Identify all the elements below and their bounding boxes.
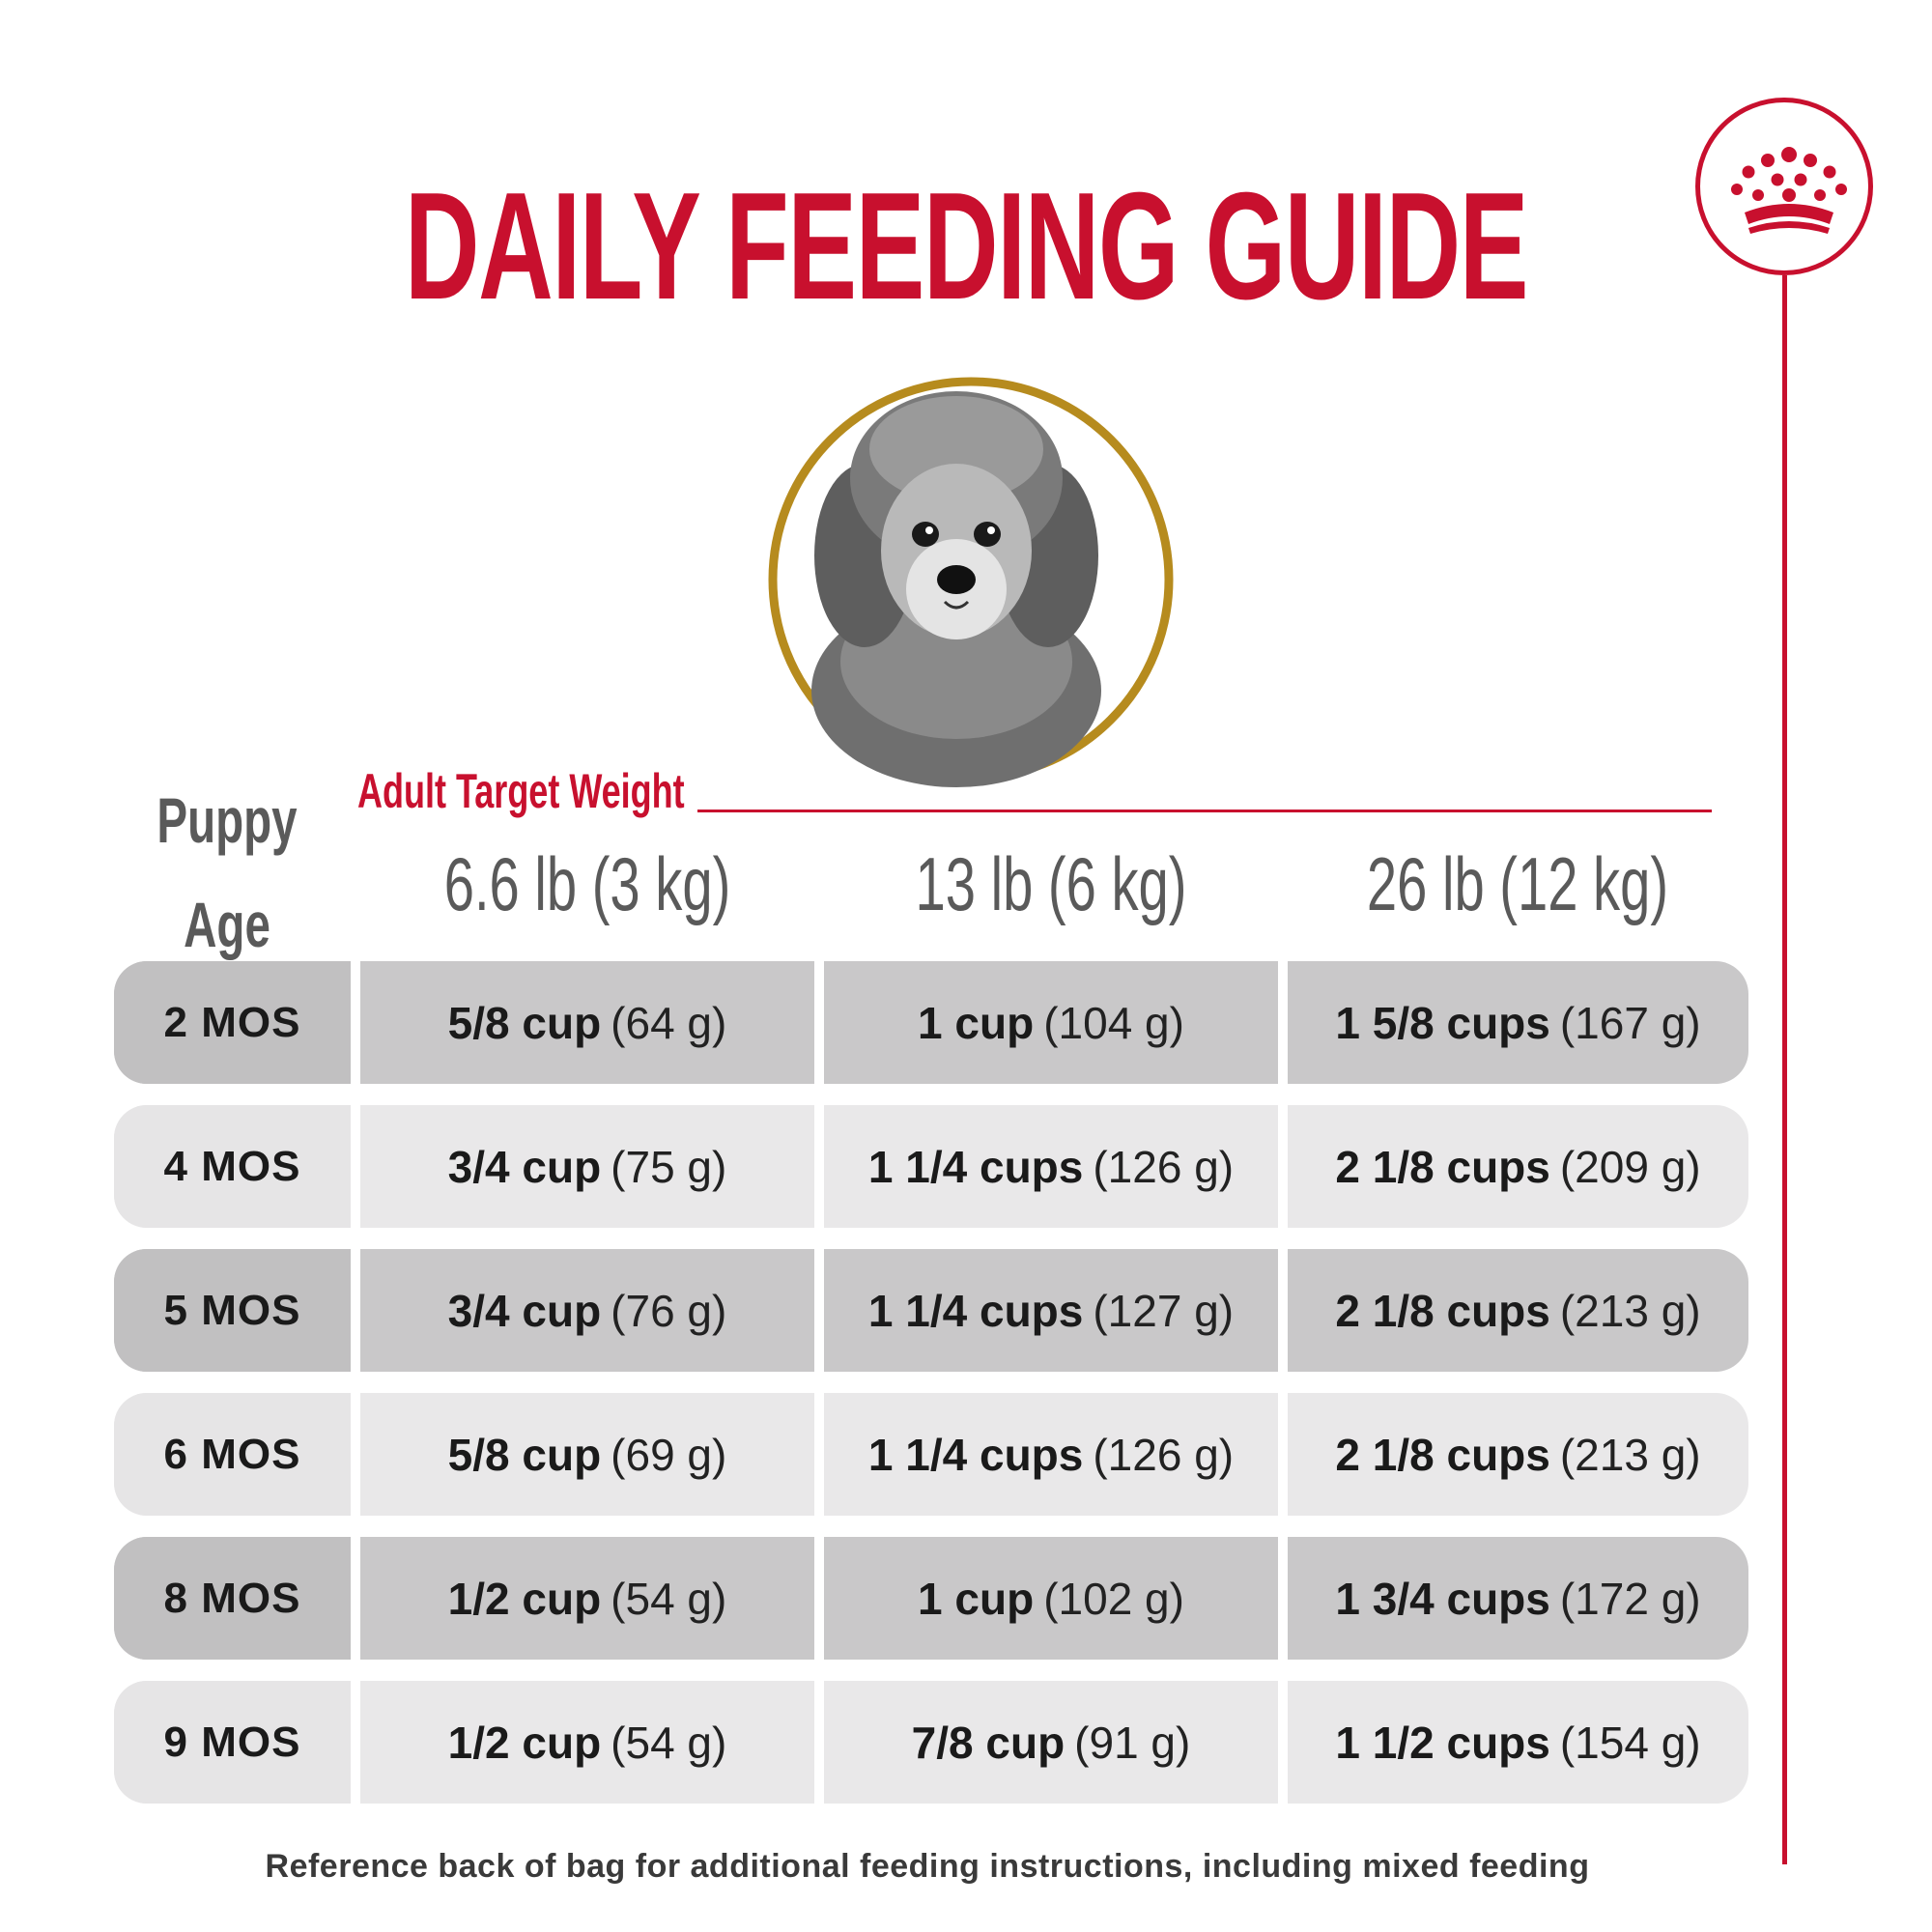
cup-amount: 1 3/4 cups (1335, 1573, 1550, 1624)
cup-amount: 5/8 cup (447, 1429, 602, 1480)
gram-amount: (64 g) (611, 997, 727, 1048)
crown-icon (1731, 147, 1847, 234)
cup-amount: 7/8 cup (911, 1717, 1065, 1768)
age-cell: 8 MOS (114, 1537, 351, 1660)
page-title: DAILY FEEDING GUIDE (404, 161, 1529, 331)
cup-amount: 1 1/4 cups (867, 1429, 1084, 1480)
gram-amount: (167 g) (1559, 997, 1701, 1048)
cup-amount: 2 1/8 cups (1335, 1285, 1550, 1336)
cup-amount: 2 1/8 cups (1335, 1141, 1550, 1192)
cup-amount: 1 cup (918, 997, 1035, 1048)
table-row: 5 MOS 3/4 cup (76 g) 1 1/4 cups (127 g) 2 1/8… (114, 1249, 1748, 1372)
amount-cell: 2 1/8 cups (209 g) (1288, 1105, 1748, 1228)
amount-cell: 5/8 cup (64 g) (360, 961, 814, 1084)
gram-amount: (54 g) (611, 1573, 727, 1624)
table-row: 9 MOS 1/2 cup (54 g) 7/8 cup (91 g) 1 1/2 cup… (114, 1681, 1748, 1804)
age-cell: 5 MOS (114, 1249, 351, 1372)
gram-amount: (209 g) (1559, 1141, 1701, 1192)
amount-cell: 2 1/8 cups (213 g) (1288, 1393, 1748, 1516)
amount-cell: 1 1/2 cups (154 g) (1288, 1681, 1748, 1804)
cup-amount: 1 cup (918, 1573, 1035, 1624)
amount-cell: 7/8 cup (91 g) (824, 1681, 1278, 1804)
poodle-puppy-portrait (768, 377, 1174, 787)
gram-amount: (154 g) (1559, 1717, 1701, 1768)
amount-cell: 1/2 cup (54 g) (360, 1537, 814, 1660)
puppy-age-header: Puppy Age (156, 784, 298, 960)
gram-amount: (213 g) (1559, 1285, 1701, 1336)
age-cell: 6 MOS (114, 1393, 351, 1516)
amount-cell: 1 1/4 cups (126 g) (824, 1393, 1278, 1516)
table-row: 4 MOS 3/4 cup (75 g) 1 1/4 cups (126 g) 2 1/8… (114, 1105, 1748, 1228)
gram-amount: (76 g) (611, 1285, 727, 1336)
weight-header-medium: 13 lb (6 kg) (915, 841, 1187, 926)
amount-cell: 1 5/8 cups (167 g) (1288, 961, 1748, 1084)
amount-cell: 3/4 cup (76 g) (360, 1249, 814, 1372)
amount-cell: 5/8 cup (69 g) (360, 1393, 814, 1516)
cup-amount: 1 1/4 cups (867, 1141, 1084, 1192)
weight-header-large: 26 lb (12 kg) (1366, 841, 1669, 926)
amount-cell: 1 cup (102 g) (824, 1537, 1278, 1660)
amount-cell: 1 3/4 cups (172 g) (1288, 1537, 1748, 1660)
amount-cell: 3/4 cup (75 g) (360, 1105, 814, 1228)
brand-divider-line (1782, 275, 1787, 1864)
age-cell: 4 MOS (114, 1105, 351, 1228)
gram-amount: (127 g) (1093, 1285, 1235, 1336)
cup-amount: 2 1/8 cups (1335, 1429, 1550, 1480)
weight-header-small: 6.6 lb (3 kg) (443, 841, 731, 926)
adult-target-weight-label: Adult Target Weight (357, 764, 685, 818)
cup-amount: 1 1/4 cups (867, 1285, 1084, 1336)
table-row: 2 MOS 5/8 cup (64 g) 1 cup (104 g) 1 5/8 cups… (114, 961, 1748, 1084)
table-row: 6 MOS 5/8 cup (69 g) 1 1/4 cups (126 g) 2 1/8… (114, 1393, 1748, 1516)
amount-cell: 2 1/8 cups (213 g) (1288, 1249, 1748, 1372)
gram-amount: (69 g) (611, 1429, 727, 1480)
amount-cell: 1/2 cup (54 g) (360, 1681, 814, 1804)
footnote: Reference back of bag for additional fee… (265, 1848, 1590, 1885)
amount-cell: 1 1/4 cups (127 g) (824, 1249, 1278, 1372)
amount-cell: 1 1/4 cups (126 g) (824, 1105, 1278, 1228)
cup-amount: 5/8 cup (447, 997, 602, 1048)
gram-amount: (91 g) (1074, 1717, 1191, 1768)
gram-amount: (172 g) (1559, 1573, 1701, 1624)
cup-amount: 1 5/8 cups (1335, 997, 1550, 1048)
table-row: 8 MOS 1/2 cup (54 g) 1 cup (102 g) 1 3/4 cups… (114, 1537, 1748, 1660)
gram-amount: (75 g) (611, 1141, 727, 1192)
age-cell: 2 MOS (114, 961, 351, 1084)
gram-amount: (102 g) (1043, 1573, 1184, 1624)
gram-amount: (104 g) (1043, 997, 1184, 1048)
gram-amount: (213 g) (1559, 1429, 1701, 1480)
cup-amount: 3/4 cup (447, 1141, 602, 1192)
gram-amount: (54 g) (611, 1717, 727, 1768)
gram-amount: (126 g) (1093, 1141, 1235, 1192)
age-cell: 9 MOS (114, 1681, 351, 1804)
cup-amount: 3/4 cup (447, 1285, 602, 1336)
cup-amount: 1 1/2 cups (1335, 1717, 1550, 1768)
amount-cell: 1 cup (104 g) (824, 961, 1278, 1084)
adult-target-weight-rule (697, 810, 1712, 812)
cup-amount: 1/2 cup (447, 1573, 602, 1624)
gram-amount: (126 g) (1093, 1429, 1235, 1480)
cup-amount: 1/2 cup (447, 1717, 602, 1768)
brand-badge (1695, 98, 1873, 275)
